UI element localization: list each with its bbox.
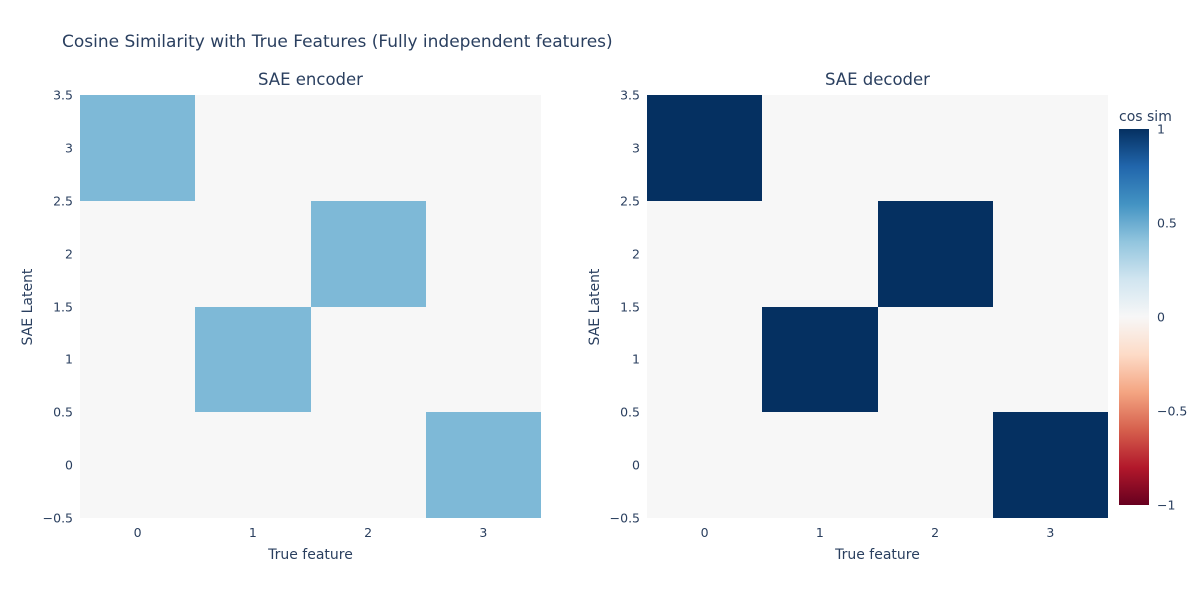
colorbar-tick-label: 1	[1157, 121, 1165, 137]
heatmap-cell	[762, 306, 878, 413]
heatmap-cell	[195, 306, 311, 413]
x-tick-label: 2	[364, 525, 373, 540]
heatmap-cell	[762, 200, 878, 307]
y-tick-label: 3.5	[53, 87, 73, 103]
heatmap-cell	[647, 412, 763, 518]
heatmap-cell	[80, 95, 196, 201]
x-tick-label: 1	[248, 525, 257, 540]
heatmap-cell	[992, 412, 1108, 518]
y-tick-label: 0	[632, 457, 640, 473]
heatmap-cell	[195, 200, 311, 307]
y-tick-label: 3	[65, 140, 73, 156]
heatmap-cell	[992, 95, 1108, 201]
heatmap-cell	[310, 306, 426, 413]
y-tick-label: 2	[65, 246, 73, 262]
colorbar: cos sim 1 0.5 0 −0.5 −1	[1119, 109, 1187, 513]
heatmap-cell	[992, 306, 1108, 413]
y-tick-label: 2	[632, 246, 640, 262]
y-tick-label: 2.5	[53, 193, 73, 209]
figure-title: Cosine Similarity with True Features (Fu…	[62, 32, 613, 52]
y-tick-label: 1.5	[53, 299, 73, 314]
colorbar-tick-label: −1	[1157, 497, 1176, 513]
subplot-title-decoder: SAE decoder	[825, 70, 930, 89]
y-axis-title-decoder: SAE Latent	[587, 268, 603, 345]
heatmap-canvas-encoder[interactable]	[80, 95, 541, 518]
subplot-title-encoder: SAE encoder	[258, 70, 363, 89]
x-axis-ticks-encoder: 0 1 2 3	[80, 518, 541, 542]
colorbar-title: cos sim	[1119, 109, 1172, 125]
heatmap-cell	[647, 306, 763, 413]
heatmap-cell	[80, 200, 196, 307]
heatmap-cell	[762, 412, 878, 518]
heatmap-cell	[310, 200, 426, 307]
x-tick-label: 3	[479, 525, 488, 540]
y-tick-label: 2.5	[620, 193, 640, 209]
heatmap-cell	[647, 200, 763, 307]
x-tick-label: 0	[700, 525, 709, 540]
heatmap-cell	[425, 95, 541, 201]
y-axis-title-encoder: SAE Latent	[20, 268, 36, 345]
heatmap-cell	[425, 412, 541, 518]
heatmap-cell	[310, 412, 426, 518]
colorbar-tick-label: 0.5	[1157, 215, 1177, 231]
y-tick-label: 0.5	[620, 404, 640, 420]
y-tick-label: 1	[632, 351, 640, 367]
heatmap-cell	[195, 95, 311, 201]
colorbar-tick-label: 0	[1157, 309, 1165, 325]
y-tick-label: 3.5	[620, 87, 640, 103]
y-tick-label: 0	[65, 457, 73, 473]
x-axis-ticks-decoder: 0 1 2 3	[647, 518, 1108, 542]
heatmap-cell	[877, 95, 993, 201]
x-tick-label: 3	[1046, 525, 1055, 540]
x-axis-title-encoder: True feature	[268, 547, 353, 563]
heatmap-cell	[762, 95, 878, 201]
heatmap-cell	[425, 306, 541, 413]
x-axis-title-decoder: True feature	[835, 547, 920, 563]
y-tick-label: 1	[65, 351, 73, 367]
colorbar-gradient	[1119, 129, 1149, 505]
x-tick-label: 2	[931, 525, 940, 540]
subplot-sae-decoder: SAE decoder 3.5 3 2.5 2 1.5 1 0.5 0 −0.5 0 1 2 3 Tr…	[587, 70, 1108, 563]
heatmap-cell	[877, 200, 993, 307]
heatmap-cell	[877, 306, 993, 413]
colorbar-tick-label: −0.5	[1157, 403, 1188, 419]
y-tick-label: −0.5	[42, 510, 73, 526]
heatmap-cell	[80, 412, 196, 518]
y-tick-label: 3	[632, 140, 640, 156]
heatmap-cell	[877, 412, 993, 518]
heatmap-canvas-decoder[interactable]	[647, 95, 1108, 518]
heatmap-cell	[80, 306, 196, 413]
x-tick-label: 1	[815, 525, 824, 540]
heatmap-cell	[992, 200, 1108, 307]
x-tick-label: 0	[133, 525, 142, 540]
y-tick-label: 0.5	[53, 404, 73, 420]
heatmap-cell	[425, 200, 541, 307]
subplot-sae-encoder: SAE encoder 3.5 3 2.5 2 1.5 1 0.5 0 −0.5 0 1 2 3 Tr…	[20, 70, 541, 563]
heatmap-cell	[195, 412, 311, 518]
y-tick-label: 1.5	[620, 299, 640, 314]
y-tick-label: −0.5	[609, 510, 640, 526]
heatmap-cell	[310, 95, 426, 201]
heatmap-cell	[647, 95, 763, 201]
